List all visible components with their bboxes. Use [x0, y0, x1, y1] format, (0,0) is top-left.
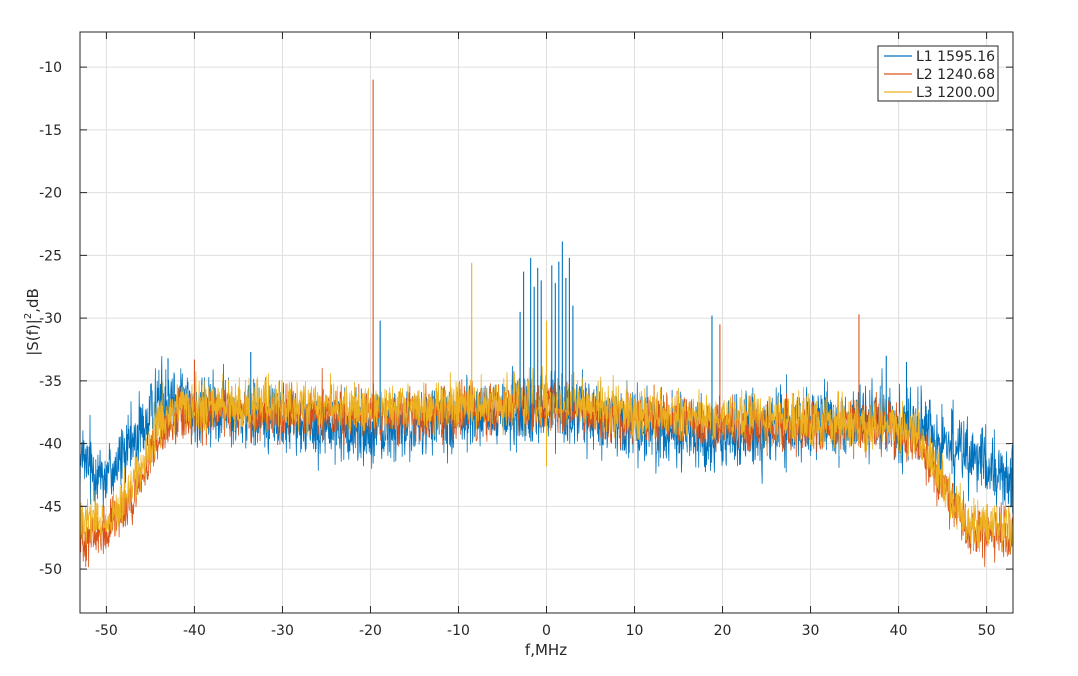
tick-labels: -50 -40 -30 -20 -10 0 10 20 30 40 50 -10 -15 -20 -25 -3…: [39, 60, 995, 639]
y-tick-label-6: -40: [39, 437, 62, 453]
x-tick-label-5: 0: [542, 623, 551, 639]
legend-label-l2: L2 1240.68: [916, 67, 995, 83]
x-tick-label-4: -10: [447, 623, 470, 639]
x-tick-label-3: -20: [359, 623, 382, 639]
y-tick-label-0: -10: [39, 60, 62, 76]
y-tick-label-4: -30: [39, 311, 62, 327]
y-axis-label: |S(f)|2,dB: [23, 288, 42, 356]
x-tick-label-2: -30: [271, 623, 294, 639]
legend-entry-l2: L2 1240.68: [884, 67, 995, 83]
y-tick-label-3: -25: [39, 248, 62, 264]
y-axis-label-main: |S(f)|: [24, 319, 42, 356]
grid-lines: [80, 32, 1013, 613]
y-tick-label-7: -45: [39, 499, 62, 515]
x-tick-label-0: -50: [95, 623, 118, 639]
legend: L1 1595.16 L2 1240.68 L3 1200.00: [877, 45, 999, 102]
spike-layer: [167, 79, 908, 467]
x-tick-label-8: 30: [802, 623, 820, 639]
x-tick-label-7: 20: [714, 623, 732, 639]
x-axis-label: f,MHz: [525, 641, 567, 659]
legend-label-l1: L1 1595.16: [916, 49, 995, 65]
legend-entry-l3: L3 1200.00: [884, 85, 995, 101]
x-tick-label-6: 10: [626, 623, 644, 639]
y-axis-label-suffix: ,dB: [24, 288, 42, 313]
y-tick-label-5: -35: [39, 374, 62, 390]
y-tick-label-1: -15: [39, 123, 62, 139]
axis-ticks: [80, 32, 1013, 613]
legend-entry-l1: L1 1595.16: [884, 49, 995, 65]
legend-label-l3: L3 1200.00: [916, 85, 995, 101]
x-tick-label-10: 50: [978, 623, 996, 639]
y-axis-label-superscript: 2: [23, 313, 34, 319]
y-tick-label-2: -20: [39, 186, 62, 202]
y-tick-label-8: -50: [39, 562, 62, 578]
x-tick-label-1: -40: [183, 623, 206, 639]
x-tick-label-9: 40: [890, 623, 908, 639]
